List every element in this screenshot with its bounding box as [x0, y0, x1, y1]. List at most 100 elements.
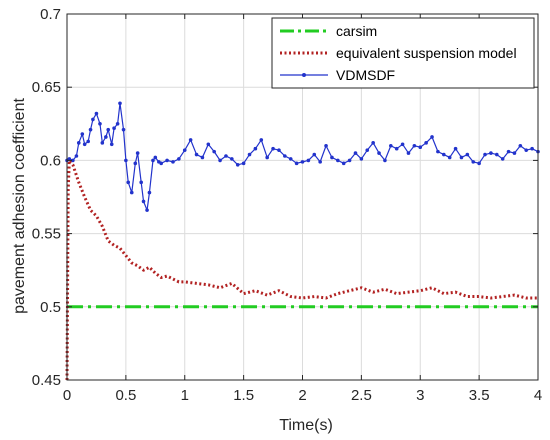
series-point [483, 152, 487, 157]
series-point [106, 127, 111, 132]
series-point [200, 155, 205, 160]
series-point [100, 141, 105, 145]
series-point [165, 158, 169, 163]
series-point [300, 160, 305, 164]
series-point [383, 158, 387, 163]
series-point [524, 148, 529, 152]
series-layer [65, 101, 540, 381]
series-point [324, 143, 328, 148]
series-point [177, 157, 181, 161]
series-point [265, 155, 269, 160]
y-tick-label: 0.45 [32, 372, 61, 389]
series-point [489, 151, 493, 155]
x-axis-ticks: 0 0.5 1 1.5 2 2.5 3 3.5 4 [63, 14, 542, 404]
series-point [412, 143, 417, 148]
series-point [312, 152, 317, 157]
series-point [424, 141, 428, 145]
series-point [80, 132, 85, 136]
legend: carsim equivalent suspension model VDMSDF [271, 17, 535, 89]
series-point [512, 151, 517, 155]
series-point [126, 180, 131, 185]
y-axis-ticks: 0.45 0.5 0.55 0.6 0.65 0.7 [32, 6, 538, 389]
series-point [341, 161, 346, 166]
series-point [436, 149, 440, 154]
series-point [86, 139, 90, 144]
series-point [477, 161, 481, 166]
series-point [347, 158, 352, 163]
series-point [88, 127, 93, 132]
series-point [277, 148, 281, 152]
series-point [400, 142, 405, 147]
series-point [430, 135, 434, 139]
series-point [530, 146, 534, 151]
series-point [212, 149, 216, 154]
series-point [171, 160, 175, 164]
series-point [139, 180, 143, 185]
series-point [365, 148, 370, 152]
legend-marker [302, 73, 306, 77]
series-point [67, 157, 72, 161]
x-tick-label: 3.5 [469, 387, 490, 404]
series-point [109, 142, 114, 147]
series-point [235, 162, 240, 167]
y-axis-label: pavement adhesion coefficient [11, 98, 28, 314]
series-point [465, 152, 470, 157]
series-point [135, 151, 140, 155]
series-point [153, 155, 158, 160]
series-point [98, 122, 102, 126]
y-tick-label: 0.65 [32, 79, 61, 96]
series-point [371, 141, 375, 145]
series-point [124, 158, 128, 163]
series-point [288, 157, 293, 161]
x-tick-label: 0.5 [115, 387, 136, 404]
series-point [447, 155, 452, 160]
x-tick-label: 2.5 [351, 387, 372, 404]
series-point [194, 152, 199, 157]
series-point [129, 190, 134, 195]
series-point [271, 146, 275, 151]
series-point [133, 161, 138, 166]
x-axis-label: Time(s) [279, 417, 333, 434]
series-point [506, 149, 511, 154]
series-point [188, 138, 193, 142]
x-tick-label: 4 [534, 387, 542, 404]
series-point [182, 148, 187, 152]
series-point [283, 154, 287, 158]
series-point [471, 160, 476, 164]
series-point [230, 157, 234, 161]
series-point [336, 158, 340, 163]
series-point [359, 157, 364, 161]
series-point [318, 160, 322, 164]
y-tick-label: 0.7 [40, 6, 61, 23]
series-point [377, 151, 381, 155]
series-point [259, 138, 264, 142]
series-point [518, 143, 523, 148]
series-point [253, 146, 258, 151]
series-point [224, 154, 228, 158]
series-point [494, 152, 499, 157]
x-tick-label: 0 [63, 387, 71, 404]
series-point [71, 158, 75, 163]
legend-label-2: VDMSDF [336, 67, 395, 83]
series-point [94, 111, 99, 116]
series-point [74, 154, 79, 158]
y-tick-label: 0.55 [32, 226, 61, 243]
y-tick-label: 0.6 [40, 152, 61, 169]
x-tick-label: 2 [298, 387, 306, 404]
series-point [389, 143, 393, 148]
series-point [206, 142, 211, 147]
series-point [394, 146, 399, 151]
series-point [500, 157, 505, 161]
x-tick-label: 3 [416, 387, 424, 404]
series-point [247, 152, 252, 157]
series-point [294, 161, 299, 166]
series-point [406, 151, 411, 155]
legend-label-1: equivalent suspension model [336, 45, 517, 61]
series-point [147, 190, 152, 195]
series-point [151, 158, 155, 163]
series-point [104, 135, 108, 139]
series-point [118, 101, 122, 106]
legend-label-0: carsim [336, 23, 377, 39]
